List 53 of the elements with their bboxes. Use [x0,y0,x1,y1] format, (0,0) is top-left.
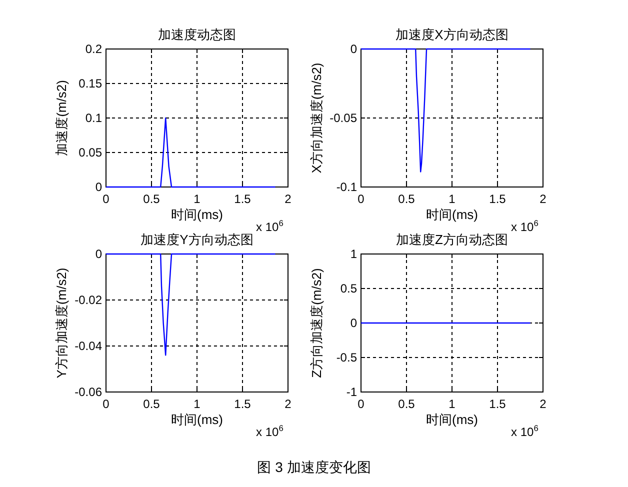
y-tick-label: 0 [95,247,102,261]
text: x 10$^{6}$ [256,218,284,234]
y-tick-label: -1 [346,385,358,399]
y-axis-title: Z方向加速度(m/s2) [309,268,324,378]
x-tick-label: 0.5 [398,397,416,411]
y-tick-label: 0.2 [85,42,102,56]
y-tick-label: 0.15 [78,76,102,90]
text: x 10$^{6}$ [256,423,284,439]
line-series [105,253,276,356]
y-tick-label: 1 [350,247,358,261]
x-axis-title: 时间(ms) [171,412,223,427]
y-tick-label: 0 [350,42,358,56]
x-tick-label: 1 [194,397,201,411]
y-tick-label: 0 [95,180,102,194]
x-tick-label: 2 [284,192,292,206]
x-tick-label: 1 [194,192,201,206]
y-tick-label: 0 [350,316,358,330]
y-tick-label: -0.04 [74,339,102,353]
chart-title: 加速度Z方向动态图 [396,232,508,247]
x-tick-label: 1.5 [234,192,252,206]
x-axis-title: 时间(ms) [171,207,223,222]
y-tick-label: -0.1 [336,180,358,194]
caption: 图 3 加速度变化图 [257,459,371,475]
chart-title: 加速度X方向动态图 [396,27,508,42]
y-tick-label: -0.05 [330,111,358,125]
x-axis-title: 时间(ms) [426,412,478,427]
x-axis-title: 时间(ms) [426,207,478,222]
x-tick-label: 1 [448,397,456,411]
x-tick-label: 0.5 [143,397,160,411]
y-tick-label: -0.02 [74,293,102,307]
text: x 10$^{6}$ [511,218,539,234]
chart-title: 加速度Y方向动态图 [140,232,254,247]
line-series [360,48,531,172]
x-tick-label: 1.5 [489,192,506,206]
text: x 10$^{6}$ [511,423,539,439]
y-axis-title: Y方向加速度(m/s2) [54,268,69,378]
y-tick-label: -0.06 [74,385,102,399]
x-tick-label: 0.5 [398,192,416,206]
y-tick-label: 0.05 [78,146,102,160]
y-axis-title: X方向加速度(m/s2) [309,62,324,174]
y-tick-label: -0.5 [336,350,358,364]
x-tick-label: 0.5 [143,192,160,206]
y-tick-label: 0.1 [85,111,102,125]
x-tick-label: 1.5 [234,397,252,411]
x-tick-label: 1 [448,192,456,206]
x-tick-label: 1.5 [489,397,506,411]
line-series [105,117,276,188]
y-axis-title: 加速度(m/s2) [54,80,69,156]
x-tick-label: 2 [540,192,547,206]
x-tick-label: 2 [284,397,292,411]
x-tick-label: 2 [540,397,547,411]
chart-title: 加速度动态图 [158,27,236,42]
y-tick-label: 0.5 [340,282,358,296]
